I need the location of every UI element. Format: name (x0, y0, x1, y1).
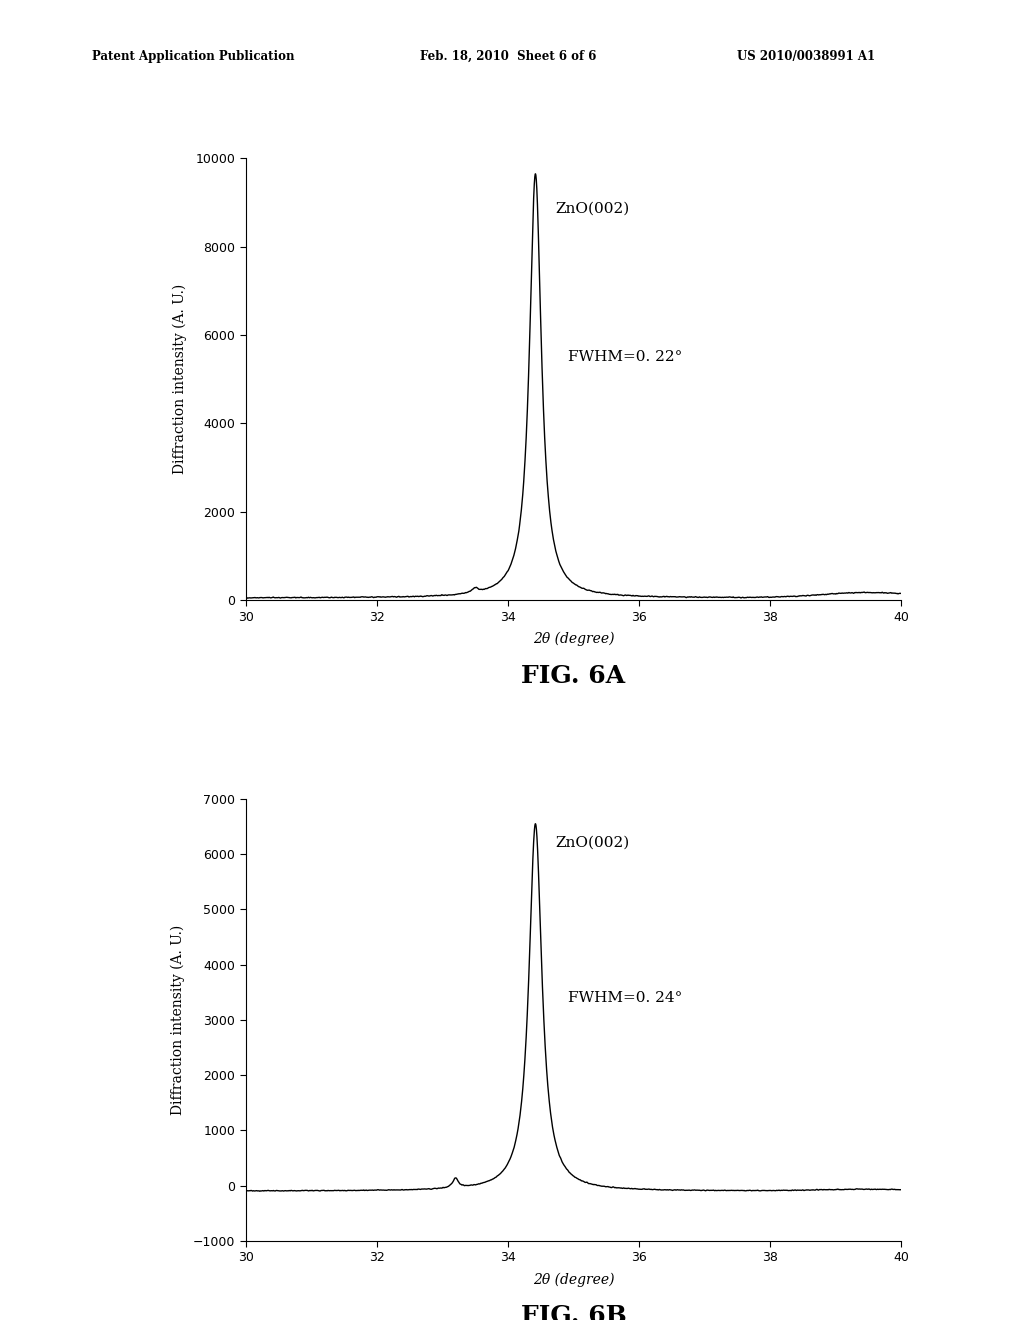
Text: US 2010/0038991 A1: US 2010/0038991 A1 (737, 50, 876, 63)
Text: Feb. 18, 2010  Sheet 6 of 6: Feb. 18, 2010 Sheet 6 of 6 (420, 50, 596, 63)
Text: Patent Application Publication: Patent Application Publication (92, 50, 295, 63)
X-axis label: 2θ (degree): 2θ (degree) (532, 1272, 614, 1287)
Y-axis label: Diffraction intensity (A. U.): Diffraction intensity (A. U.) (173, 284, 187, 474)
Text: ZnO(002): ZnO(002) (555, 202, 630, 216)
Text: FIG. 6A: FIG. 6A (521, 664, 626, 688)
Text: ZnO(002): ZnO(002) (555, 836, 630, 849)
X-axis label: 2θ (degree): 2θ (degree) (532, 632, 614, 647)
Y-axis label: Diffraction intensity (A. U.): Diffraction intensity (A. U.) (170, 925, 184, 1115)
Text: FWHM=0. 22°: FWHM=0. 22° (568, 350, 683, 364)
Text: FIG. 6B: FIG. 6B (520, 1304, 627, 1320)
Text: FWHM=0. 24°: FWHM=0. 24° (568, 991, 683, 1005)
